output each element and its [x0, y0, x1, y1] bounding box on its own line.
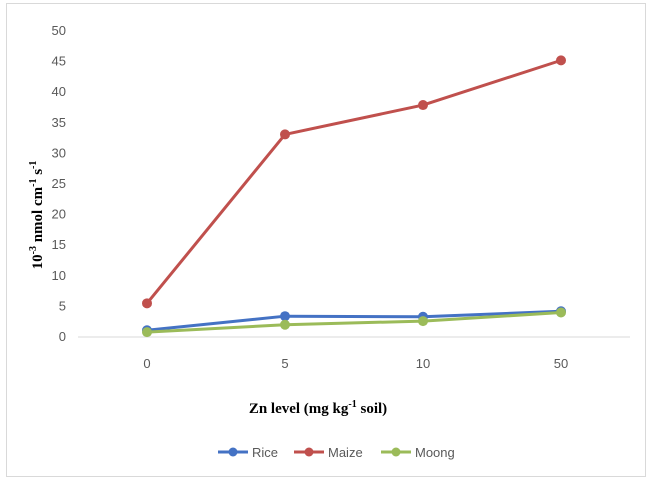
y-axis-label: 10-3 nmol cm-1 s-1	[28, 161, 46, 270]
x-tick-label: 10	[416, 356, 430, 371]
y-tick-label: 5	[59, 298, 66, 313]
series-line-rice	[146, 309, 562, 332]
y-tick-label: 0	[59, 329, 66, 344]
y-tick-label: 20	[52, 207, 66, 222]
x-tick-label: 0	[143, 356, 150, 371]
y-tick-label: 35	[52, 115, 66, 130]
chart-frame	[6, 3, 646, 477]
legend-swatch-marker	[391, 447, 401, 457]
data-point-maize	[142, 298, 152, 309]
series-layer	[142, 55, 566, 338]
legend-label: Rice	[252, 445, 278, 460]
series-moong	[142, 307, 566, 338]
legend-swatch-marker	[304, 447, 314, 457]
y-tick-label: 45	[52, 54, 66, 69]
data-point-maize	[418, 100, 428, 111]
series-line-moong	[146, 311, 562, 334]
data-point-rice	[280, 311, 290, 322]
y-tick-label: 30	[52, 145, 66, 160]
y-tick-label: 50	[52, 23, 66, 38]
y-tick-label: 15	[52, 237, 66, 252]
data-point-maize	[280, 129, 290, 140]
legend-item-maize: Maize	[294, 445, 363, 460]
y-axis-ticks: 0 5 10 15 20 25 30 35 40 45 50	[52, 23, 66, 344]
x-tick-label: 5	[281, 356, 288, 371]
data-point-moong	[280, 319, 290, 330]
legend-item-rice: Rice	[218, 445, 278, 460]
x-axis-label: Zn level (mg kg-1 soil)	[249, 399, 387, 417]
data-point-moong	[418, 316, 428, 327]
legend-label: Moong	[415, 445, 455, 460]
y-tick-label: 40	[52, 84, 66, 99]
data-point-maize	[556, 55, 566, 66]
legend-label: Maize	[328, 445, 363, 460]
series-line-maize	[145, 58, 562, 305]
x-axis-ticks: 0 5 10 50	[143, 356, 568, 371]
series-maize	[142, 55, 566, 309]
data-point-moong	[556, 307, 566, 318]
x-tick-label: 50	[554, 356, 568, 371]
series-rice	[142, 306, 566, 336]
y-tick-label: 25	[52, 176, 66, 191]
legend-item-moong: Moong	[381, 445, 455, 460]
legend: Rice Maize Moong	[218, 445, 455, 460]
data-point-moong	[142, 327, 152, 338]
y-tick-label: 10	[52, 268, 66, 283]
legend-swatch-marker	[228, 447, 238, 457]
